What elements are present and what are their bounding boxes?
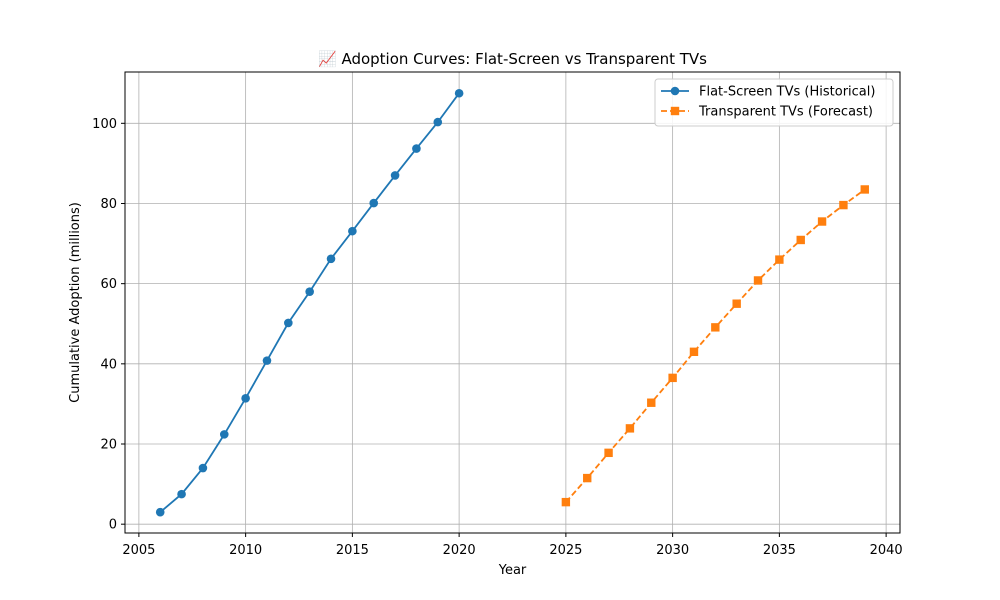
grid [125,72,900,533]
x-tick-label: 2010 [229,543,262,558]
chart-title: 📈 Adoption Curves: Flat-Screen vs Transp… [318,50,707,68]
data-point [412,144,421,153]
data-point [369,198,379,208]
data-point [241,394,250,403]
data-point [326,254,336,264]
x-tick-label: 2015 [336,543,369,558]
y-tick-label: 0 [109,518,117,533]
data-point [839,200,848,210]
x-tick-label: 2025 [549,543,582,558]
legend-label: Transparent TVs (Forecast) [698,105,873,120]
series-1 [155,88,464,517]
x-tick-label: 2030 [656,543,689,558]
legend-marker [670,106,680,116]
legend-label: Flat-Screen TVs (Historical) [699,85,875,100]
y-tick-label: 100 [92,117,117,132]
x-tick-label: 2040 [870,543,903,558]
y-tick-label: 40 [100,357,117,372]
data-point [433,117,443,127]
data-point [348,226,357,236]
data-point [155,507,165,517]
x-axis-label: Year [498,563,527,578]
data-point [647,398,656,407]
data-point [583,473,592,483]
data-point [625,424,635,433]
data-point [219,430,229,439]
series-2 [561,185,869,507]
data-point [284,318,293,328]
x-tick-label: 2035 [763,543,796,558]
data-point [711,323,720,332]
plot-area [124,71,901,534]
data-point [561,497,571,507]
legend: Flat-Screen TVs (Historical) Transparent … [654,78,894,127]
series-layer [155,88,869,517]
data-point [775,255,784,264]
data-point [198,463,208,473]
data-point [732,299,741,308]
legend-box [654,78,894,127]
y-axis-label: Cumulative Adoption (millions) [68,202,83,403]
y-tick-label: 80 [100,197,117,212]
axis-ticks: 2005 2010 2015 2020 2025 2030 2035 204002040608… [92,117,902,558]
y-tick-label: 20 [100,438,117,453]
legend-marker [670,86,680,96]
data-point [177,489,186,499]
y-tick-label: 60 [100,277,117,292]
data-point [262,356,272,365]
data-point [604,448,613,458]
x-tick-label: 2020 [443,543,476,558]
data-point [796,235,805,245]
data-point [753,276,763,285]
data-point [305,287,314,296]
data-point [454,88,464,98]
data-point [668,373,677,383]
x-tick-label: 2005 [122,543,155,558]
data-point [817,217,827,226]
data-point [860,185,869,194]
data-point [689,347,699,357]
data-point [390,171,400,180]
